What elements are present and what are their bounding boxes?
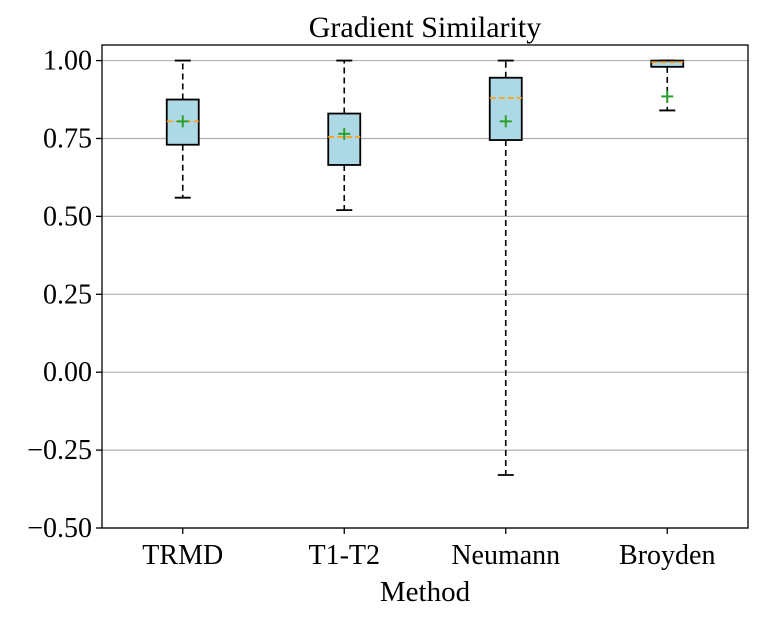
- x-tick-label: Broyden: [619, 540, 715, 571]
- iqr-box: [488, 76, 523, 141]
- x-tick-label: T1-T2: [308, 540, 380, 571]
- x-tick-label: TRMD: [142, 540, 223, 571]
- box-group-broyden: [650, 59, 685, 112]
- chart-title: Gradient Similarity: [309, 11, 541, 44]
- x-tick-label: Neumann: [451, 540, 560, 571]
- box-group-neumann: [488, 59, 523, 476]
- y-tick-label: −0.25: [27, 435, 92, 466]
- boxes: [165, 59, 685, 476]
- y-tick-label: 0.75: [43, 123, 92, 154]
- box-group-t1-t2: [327, 59, 362, 212]
- x-axis-label: Method: [380, 576, 471, 608]
- iqr-box: [650, 59, 685, 68]
- y-tick-label: 0.00: [43, 357, 92, 388]
- plot-frame: [101, 44, 749, 529]
- axes: −0.50 −0.25 0.00 0.25 0.50 0.75 1.00 TRMD T1-T2 N…: [27, 46, 715, 571]
- y-tick-label: 1.00: [43, 46, 92, 77]
- gridlines: [102, 59, 748, 529]
- y-tick-label: −0.50: [27, 513, 92, 544]
- y-tick-label: 0.50: [43, 201, 92, 232]
- y-tick-label: 0.25: [43, 279, 92, 310]
- box-group-trmd: [165, 59, 200, 199]
